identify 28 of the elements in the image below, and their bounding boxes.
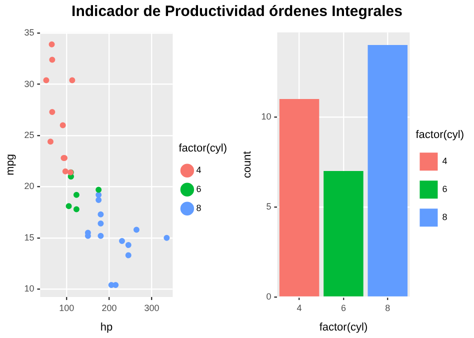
x-tick-label: 100 (59, 302, 74, 313)
legend-label: 4 (442, 156, 448, 166)
y-axis-title: mpg (4, 154, 17, 176)
legend-label: 4 (196, 165, 202, 176)
x-tick-label: 200 (102, 302, 117, 313)
y-axis-title: count (242, 151, 254, 178)
y-tick-label: 5 (266, 201, 272, 212)
y-tick-label: 10 (24, 284, 34, 294)
legend-label: 8 (196, 203, 202, 214)
y-tick-label: 20 (24, 181, 34, 192)
x-tick-label: 4 (296, 302, 302, 313)
x-axis-title: factor(cyl) (319, 321, 368, 334)
y-tick-label: 10 (261, 111, 272, 122)
legend-title: factor(cyl) (178, 142, 227, 154)
text: Indicador de Productividad órdenes Integrales (70, 2, 404, 22)
legend-label: 8 (442, 212, 448, 222)
x-tick-label: 6 (340, 302, 346, 313)
y-tick-label: 15 (24, 232, 34, 242)
x-tick-label: 300 (144, 302, 160, 313)
y-tick-label: 35 (24, 28, 34, 38)
y-tick-label: 25 (24, 130, 34, 140)
y-tick-label: 30 (24, 78, 34, 89)
legend-label: 6 (196, 184, 202, 194)
y-tick-label: 0 (266, 291, 272, 302)
x-axis-title: hp (100, 321, 113, 334)
x-tick-label: 8 (385, 302, 390, 313)
legend-label: 6 (442, 184, 448, 194)
legend-title: factor(cyl) (416, 128, 464, 141)
